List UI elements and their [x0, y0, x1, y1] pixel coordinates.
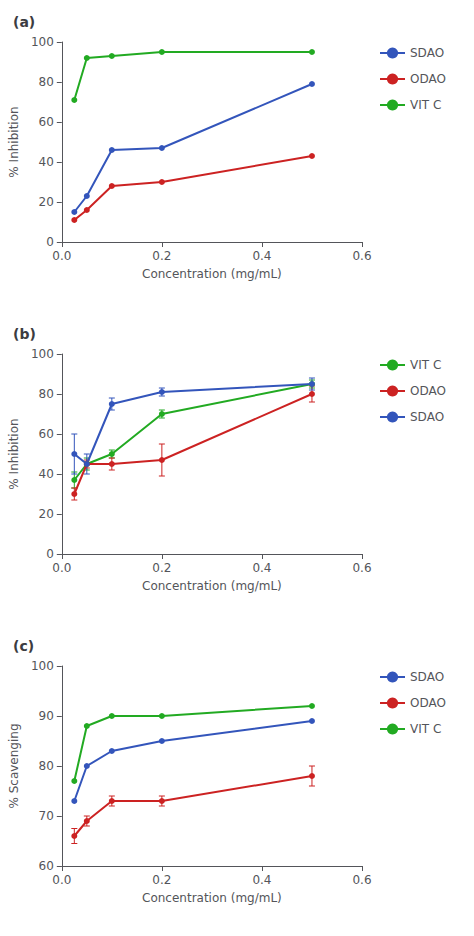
svg-text:Concentration (mg/mL): Concentration (mg/mL): [142, 579, 282, 593]
svg-text:0: 0: [46, 235, 54, 249]
svg-text:40: 40: [39, 155, 54, 169]
svg-text:% Inhibition: % Inhibition: [7, 106, 21, 177]
svg-text:0: 0: [46, 547, 54, 561]
svg-text:0.6: 0.6: [352, 561, 371, 575]
svg-text:100: 100: [31, 347, 54, 361]
svg-text:Concentration (mg/mL): Concentration (mg/mL): [142, 267, 282, 281]
svg-text:ODAO: ODAO: [410, 696, 446, 710]
svg-text:100: 100: [31, 659, 54, 673]
svg-text:0.0: 0.0: [52, 873, 71, 887]
svg-text:(a): (a): [13, 14, 35, 30]
svg-text:0.4: 0.4: [252, 873, 271, 887]
svg-text:VIT C: VIT C: [410, 358, 441, 372]
svg-text:0.4: 0.4: [252, 561, 271, 575]
svg-text:40: 40: [39, 467, 54, 481]
svg-text:0.2: 0.2: [152, 249, 171, 263]
svg-text:60: 60: [39, 115, 54, 129]
svg-text:VIT C: VIT C: [410, 722, 441, 736]
svg-text:SDAO: SDAO: [410, 670, 444, 684]
svg-text:(c): (c): [13, 638, 34, 654]
svg-text:80: 80: [39, 387, 54, 401]
svg-text:ODAO: ODAO: [410, 384, 446, 398]
svg-text:0.2: 0.2: [152, 873, 171, 887]
svg-text:60: 60: [39, 859, 54, 873]
svg-text:60: 60: [39, 427, 54, 441]
svg-text:80: 80: [39, 75, 54, 89]
svg-text:Concentration (mg/mL): Concentration (mg/mL): [142, 891, 282, 905]
svg-text:0.4: 0.4: [252, 249, 271, 263]
svg-text:VIT C: VIT C: [410, 98, 441, 112]
svg-text:100: 100: [31, 35, 54, 49]
svg-text:20: 20: [39, 507, 54, 521]
svg-text:0.6: 0.6: [352, 249, 371, 263]
svg-text:(b): (b): [13, 326, 36, 342]
svg-text:70: 70: [39, 809, 54, 823]
svg-text:0.2: 0.2: [152, 561, 171, 575]
svg-text:SDAO: SDAO: [410, 410, 444, 424]
svg-text:% Scavenging: % Scavenging: [7, 723, 21, 808]
svg-text:ODAO: ODAO: [410, 72, 446, 86]
svg-text:% Inhibition: % Inhibition: [7, 418, 21, 489]
svg-text:SDAO: SDAO: [410, 46, 444, 60]
svg-text:20: 20: [39, 195, 54, 209]
svg-text:0.0: 0.0: [52, 249, 71, 263]
svg-text:90: 90: [39, 709, 54, 723]
svg-text:0.6: 0.6: [352, 873, 371, 887]
svg-text:0.0: 0.0: [52, 561, 71, 575]
svg-text:80: 80: [39, 759, 54, 773]
